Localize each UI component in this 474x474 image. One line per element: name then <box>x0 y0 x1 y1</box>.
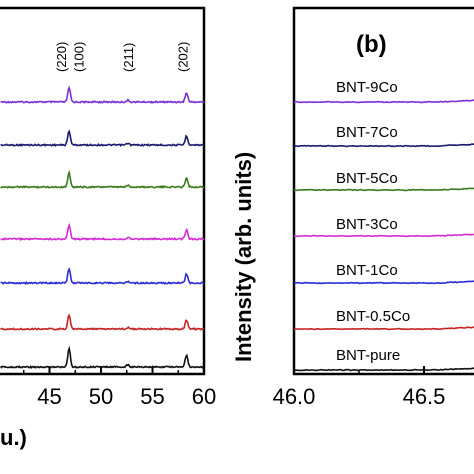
panel-b-patterns <box>293 99 474 372</box>
panel-a-patterns <box>0 85 205 369</box>
panel-b-x-tick-labels: 46.0 46.5 <box>273 384 446 409</box>
panel-a-pattern-line <box>0 85 205 104</box>
panel-b-label: (b) <box>356 31 387 58</box>
peak-label: (202) <box>175 42 190 72</box>
panel-b-pattern-line <box>293 367 474 372</box>
panel-b-pattern-line <box>293 280 474 285</box>
peak-label: (220) <box>54 42 69 72</box>
sample-label: BNT-3Co <box>336 216 398 233</box>
sample-label: BNT-1Co <box>336 262 398 279</box>
x-tick-label: 46.5 <box>403 384 446 409</box>
panel-b-ylabel: Intensity (arb. units) <box>231 152 256 362</box>
sample-label: BNT-9Co <box>336 79 398 96</box>
x-tick-label: 60 <box>192 384 216 409</box>
panel-b-pattern-line <box>293 99 474 104</box>
sample-label: BNT-5Co <box>336 170 398 187</box>
sample-label: BNT-0.5Co <box>336 308 410 325</box>
panel-a-pattern-line <box>0 313 204 331</box>
peak-label: (211) <box>121 43 136 72</box>
panel-a-pattern-line <box>0 129 205 147</box>
sample-label: BNT-pure <box>336 347 400 364</box>
panel-b-pattern-line <box>294 233 474 238</box>
panel-b-pattern-line <box>293 187 474 192</box>
panel-a-peak-labels: (220) (100) (211) (202) <box>54 42 190 72</box>
panel-b-pattern-line <box>293 326 474 331</box>
x-tick-label: 46.0 <box>273 384 316 409</box>
panel-a-pattern-line <box>0 222 205 242</box>
panel-a-pattern-line <box>0 267 205 285</box>
panel-a-pattern-line <box>0 345 205 369</box>
x-tick-label: 50 <box>89 384 113 409</box>
x-tick-label: 55 <box>140 384 164 409</box>
panel-a-frame <box>0 6 206 376</box>
panel-b: Intensity (arb. units) (b) 46.0 46.5 BNT-… <box>231 6 474 409</box>
sample-label: BNT-7Co <box>336 124 398 141</box>
x-tick-label: 45 <box>37 384 61 409</box>
panel-a-x-tick-labels: 45 50 55 60 <box>37 384 216 409</box>
panel-a-xlabel-fragment: u.) <box>0 425 27 450</box>
panel-a-pattern-line <box>0 169 205 189</box>
panel-b-frame <box>292 6 474 376</box>
panel-b-pattern-line <box>293 143 474 148</box>
peak-label: (100) <box>71 42 86 72</box>
panel-a: 45 50 55 60 (220) (100) (211) (202) u.) <box>0 6 216 450</box>
panel-b-sample-labels: BNT-9Co BNT-7Co BNT-5Co BNT-3Co BNT-1Co BNT-0… <box>336 79 410 364</box>
